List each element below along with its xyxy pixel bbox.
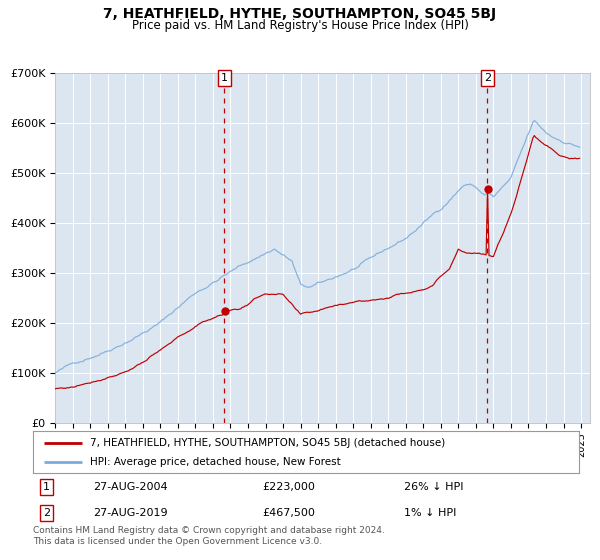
Text: Contains HM Land Registry data © Crown copyright and database right 2024.
This d: Contains HM Land Registry data © Crown c… [33, 526, 385, 546]
Text: 1: 1 [43, 482, 50, 492]
Text: 2: 2 [43, 508, 50, 519]
Text: 1% ↓ HPI: 1% ↓ HPI [404, 508, 457, 519]
Text: 26% ↓ HPI: 26% ↓ HPI [404, 482, 464, 492]
Text: 27-AUG-2004: 27-AUG-2004 [93, 482, 167, 492]
Text: 7, HEATHFIELD, HYTHE, SOUTHAMPTON, SO45 5BJ (detached house): 7, HEATHFIELD, HYTHE, SOUTHAMPTON, SO45 … [91, 437, 446, 447]
Text: Price paid vs. HM Land Registry's House Price Index (HPI): Price paid vs. HM Land Registry's House … [131, 19, 469, 32]
Text: £467,500: £467,500 [262, 508, 315, 519]
Text: 27-AUG-2019: 27-AUG-2019 [93, 508, 167, 519]
Text: 2: 2 [484, 73, 491, 83]
Text: 1: 1 [221, 73, 228, 83]
Text: 7, HEATHFIELD, HYTHE, SOUTHAMPTON, SO45 5BJ: 7, HEATHFIELD, HYTHE, SOUTHAMPTON, SO45 … [103, 7, 497, 21]
Text: HPI: Average price, detached house, New Forest: HPI: Average price, detached house, New … [91, 457, 341, 467]
Text: £223,000: £223,000 [262, 482, 315, 492]
